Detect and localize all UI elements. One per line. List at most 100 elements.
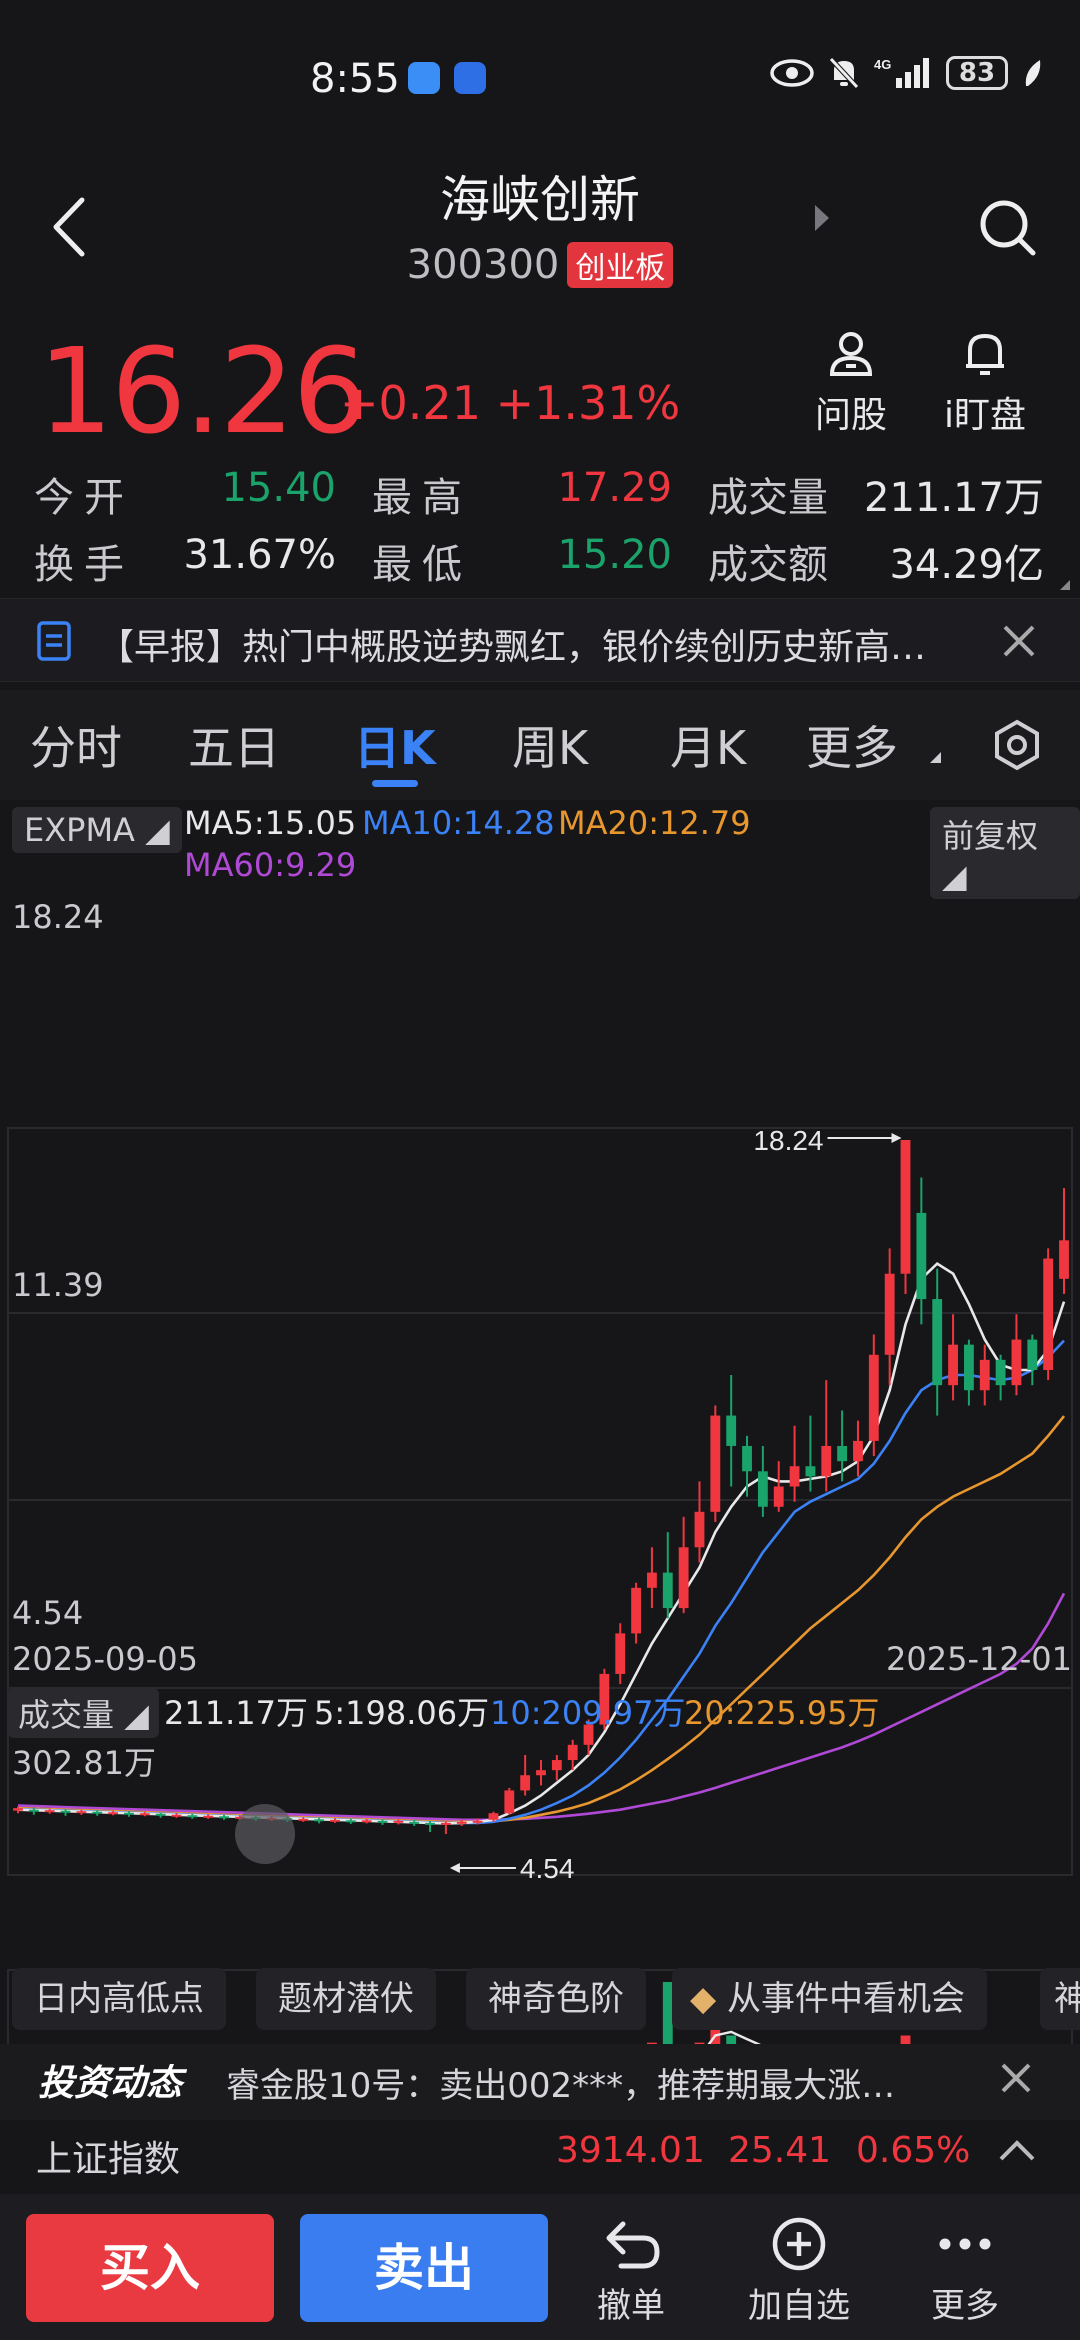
candle — [710, 1405, 721, 1522]
candle — [551, 1754, 562, 1781]
more-button[interactable]: 更多 — [900, 2216, 1030, 2327]
tab-intraday[interactable]: 分时 — [30, 721, 122, 775]
candle-body — [932, 1299, 943, 1386]
more-label: 更多 — [931, 2286, 999, 2326]
stock-name: 海峡创新 — [440, 171, 640, 229]
candle — [60, 1809, 71, 1816]
candle — [963, 1339, 974, 1406]
price-axis-bottom: 4.54 — [12, 1594, 84, 1632]
candle — [583, 1719, 594, 1755]
search-icon[interactable] — [976, 196, 1038, 258]
sell-button[interactable]: 卖出 — [300, 2214, 548, 2322]
tab-monthly-k[interactable]: 月K — [670, 721, 747, 775]
person-icon — [829, 332, 873, 376]
low-label: 最低 — [372, 542, 472, 588]
tab-five-day[interactable]: 五日 — [188, 721, 280, 775]
candle — [821, 1380, 832, 1492]
candle-body — [916, 1212, 927, 1300]
high-label: 最高 — [372, 475, 472, 521]
candle — [488, 1811, 499, 1822]
index-value: 3914.01 — [556, 2130, 705, 2171]
low-value: 15.20 — [557, 532, 672, 578]
news-headline[interactable]: 【早报】热门中概股逆势飘红，银价续创历史新高… — [98, 627, 927, 668]
candle-body — [377, 1820, 388, 1823]
candle-body — [60, 1810, 71, 1813]
chart-settings-icon[interactable] — [990, 718, 1044, 772]
turnover-label: 换手 — [34, 542, 134, 588]
ma60-line — [17, 1592, 1066, 1822]
candle-body — [821, 1445, 832, 1477]
current-price: 16.26 — [38, 322, 368, 460]
candle — [567, 1739, 578, 1771]
candle-body — [76, 1811, 87, 1814]
adjust-select[interactable]: 前复权 ◢ — [930, 807, 1080, 899]
candle-body — [837, 1445, 848, 1462]
buy-button[interactable]: 买入 — [26, 2214, 274, 2322]
event-bubble-icon[interactable] — [235, 1804, 295, 1864]
index-change: 25.41 — [728, 2130, 832, 2171]
candle-body — [884, 1273, 895, 1355]
candle-body — [1011, 1339, 1022, 1386]
add-watchlist-button[interactable]: 加自选 — [734, 2216, 864, 2327]
ma5-value: MA5:15.05 — [184, 804, 357, 842]
candle — [726, 1375, 737, 1487]
candle — [647, 1547, 657, 1609]
candle-body — [900, 1140, 911, 1274]
candle-body — [868, 1354, 879, 1441]
candle — [76, 1809, 87, 1815]
candle — [345, 1818, 356, 1824]
chip-more[interactable]: 神 — [1040, 1968, 1080, 2030]
candle — [155, 1812, 166, 1818]
back-arrow-icon[interactable] — [48, 194, 92, 260]
tab-daily-k[interactable]: 日K — [354, 721, 436, 775]
candle — [314, 1817, 325, 1824]
index-ticker[interactable] — [0, 2120, 1080, 2206]
candle — [44, 1808, 55, 1814]
chevron-up-icon[interactable] — [998, 2138, 1036, 2162]
candle — [92, 1810, 103, 1816]
candle — [631, 1582, 642, 1644]
open-label: 今开 — [34, 475, 134, 521]
candle — [678, 1516, 689, 1614]
volume-axis-top: 302.81万 — [12, 1744, 156, 1782]
candle-body — [219, 1816, 229, 1819]
chip-intraday-high-low[interactable]: 日内高低点 — [12, 1968, 226, 2030]
main-indicator-select[interactable]: EXPMA ◢ — [12, 807, 182, 853]
candle — [187, 1813, 198, 1819]
tab-more[interactable]: 更多 — [806, 721, 898, 775]
chip-color-scale[interactable]: 神奇色阶 — [466, 1968, 646, 2030]
ask-stock-button[interactable]: 问股 — [796, 328, 906, 438]
sub-indicator-select[interactable]: 成交量 ◢ — [8, 1688, 159, 1738]
ma10-value: MA10:14.28 — [362, 804, 555, 842]
candle — [472, 1818, 483, 1825]
candle-body — [409, 1821, 420, 1824]
candle — [108, 1810, 119, 1816]
candle-body — [314, 1819, 325, 1822]
candle — [139, 1811, 150, 1817]
ma20-value: MA20:12.79 — [558, 804, 751, 842]
next-stock-icon[interactable] — [815, 205, 829, 231]
expand-corner-icon[interactable] — [1060, 580, 1070, 590]
candle — [124, 1811, 134, 1817]
candle — [298, 1817, 309, 1822]
chip-event-opportunity[interactable]: ◆ 从事件中看机会 — [672, 1968, 987, 2030]
candle-body — [139, 1813, 150, 1816]
adjust-label: 前复权 — [942, 817, 1039, 855]
candle — [662, 1532, 673, 1619]
candle-body — [44, 1810, 55, 1813]
close-news-icon[interactable] — [1002, 624, 1036, 658]
more-dropdown-icon[interactable] — [930, 752, 941, 763]
candle — [330, 1818, 340, 1823]
watch-button[interactable]: i盯盘 — [930, 328, 1040, 438]
chip-theme-ambush[interactable]: 题材潜伏 — [256, 1968, 436, 2030]
high-value: 17.29 — [557, 465, 672, 511]
cancel-order-button[interactable]: 撤单 — [566, 2216, 696, 2327]
add-watchlist-label: 加自选 — [748, 2286, 850, 2326]
network-type-label: 4G — [874, 57, 891, 72]
tab-weekly-k[interactable]: 周K — [512, 721, 589, 775]
volume-current: 211.17万 — [164, 1694, 308, 1732]
close-invest-icon[interactable] — [1000, 2062, 1032, 2094]
volume-label: 成交量 — [708, 475, 828, 521]
invest-text[interactable]: 睿金股10号：卖出002***，推荐期最大涨… — [226, 2066, 896, 2106]
news-bar[interactable] — [0, 598, 1080, 682]
